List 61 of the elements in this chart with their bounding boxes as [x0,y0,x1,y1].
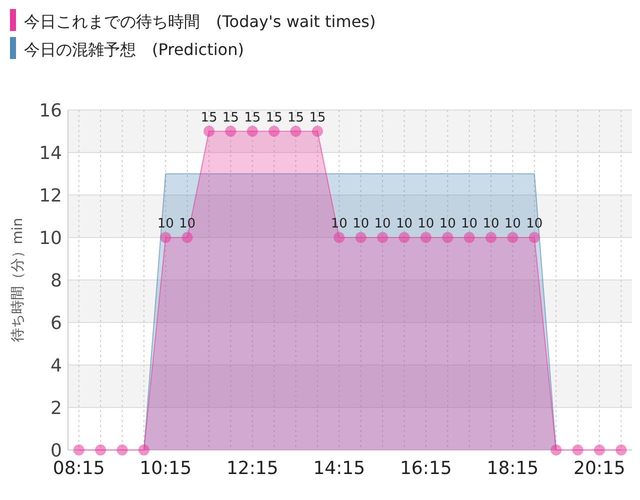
data-label: 10 [330,216,348,232]
data-label: 15 [309,110,326,126]
y-tick-label: 4 [50,355,62,376]
point [486,232,496,243]
point [572,444,584,456]
point [160,232,172,243]
data-label: 15 [244,110,261,126]
data-label: 10 [157,216,174,232]
y-tick-label: 12 [39,185,62,206]
point [594,444,605,456]
y-tick-label: 6 [50,312,62,334]
point [507,232,518,243]
y-tick-label: 14 [39,142,62,164]
point [528,232,540,243]
point [398,232,410,243]
data-label: 10 [352,216,370,232]
point [138,444,150,456]
point [246,126,258,137]
legend-label: 今日これまでの待ち時間 (Today's wait times) [24,12,376,31]
point [268,126,280,137]
data-label: 15 [200,110,218,126]
y-tick-label: 16 [39,100,62,122]
x-tick-label: 16:15 [400,458,452,479]
point [464,232,475,243]
data-label: 10 [526,216,543,232]
data-label: 10 [461,216,478,232]
data-label: 15 [266,110,282,126]
y-axis-title: 待ち時間（分）min [10,218,26,342]
point [95,444,106,456]
y-tick-label: 10 [39,228,62,249]
x-tick-label: 18:15 [486,458,539,479]
point [377,232,388,243]
point [355,232,366,243]
point [312,126,323,137]
data-label: 10 [374,216,391,232]
legend-label: 今日の混雑予想 (Prediction) [24,40,244,59]
x-tick-label: 20:15 [574,458,626,479]
data-label: 10 [396,216,413,232]
x-tick-label: 14:15 [313,458,366,479]
data-label: 15 [222,110,239,126]
x-tick-label: 10:15 [140,458,192,479]
point [334,232,345,243]
data-label: 10 [482,216,500,232]
point [550,444,562,456]
point [73,444,84,456]
point [616,444,627,456]
point [116,444,128,456]
y-tick-label: 2 [50,398,62,419]
point [442,232,454,243]
point [290,126,302,137]
data-label: 10 [179,216,196,232]
point [204,126,214,137]
data-label: 10 [418,216,434,232]
data-label: 10 [439,216,456,232]
point [420,232,432,243]
point [225,126,236,137]
point [182,232,193,243]
data-label: 15 [287,110,304,126]
x-tick-label: 12:15 [226,458,278,479]
y-tick-label: 8 [50,270,62,292]
data-label: 10 [504,216,521,232]
